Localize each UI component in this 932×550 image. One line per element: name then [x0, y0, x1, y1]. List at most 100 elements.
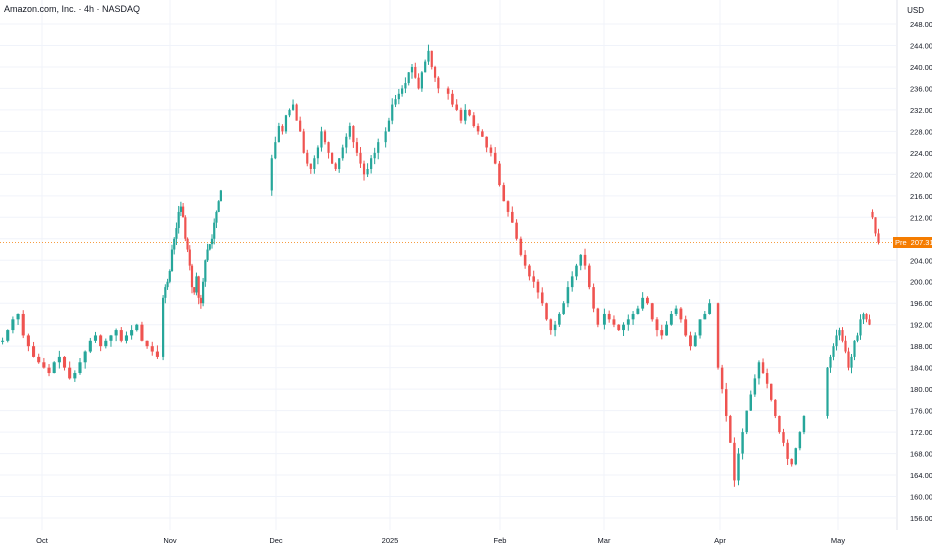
candle-body [485, 136, 488, 148]
candle-body [689, 335, 692, 347]
candle-body [786, 442, 789, 459]
candle-body [366, 168, 369, 175]
candle-body [862, 313, 865, 320]
candle-body [826, 367, 829, 416]
candle-body [417, 77, 420, 89]
candle-body [197, 276, 200, 298]
candle-body [790, 458, 793, 465]
candle-body [88, 340, 92, 352]
y-tick-label: 224.00 [910, 149, 932, 158]
candle-body [745, 410, 748, 433]
candle-body [164, 287, 167, 298]
y-tick-label: 236.00 [910, 84, 932, 93]
candle-body [626, 319, 630, 325]
candle-body [206, 249, 209, 261]
candle-body [540, 292, 544, 304]
candle-body [359, 152, 362, 164]
candle-body [387, 120, 391, 132]
candle-body [26, 335, 30, 347]
candle-body [794, 448, 797, 465]
candle-body [62, 356, 67, 368]
candle-body [124, 335, 128, 341]
candle-body [437, 77, 440, 89]
candle-body [362, 163, 366, 175]
candle-body [607, 313, 611, 320]
candle-body [476, 126, 480, 132]
candle-body [414, 66, 417, 78]
candle-body [83, 351, 87, 363]
candle-body [829, 356, 832, 368]
candle-body [545, 303, 548, 320]
y-tick-label: 248.00 [910, 20, 932, 29]
candle-body [693, 335, 697, 347]
candle-body [11, 319, 15, 331]
candle-body [562, 303, 565, 314]
price-axis[interactable]: 156.00 160.00 164.00 168.00 172.00 176.00 180.… [910, 20, 932, 523]
candle-body [338, 158, 341, 169]
candle-body [617, 324, 621, 331]
candle-body [394, 99, 397, 105]
candle-body [135, 324, 139, 331]
time-axis[interactable]: Oct Nov Dec 2025 Feb Mar Apr May [36, 536, 845, 545]
candle-body [295, 104, 298, 121]
y-tick-label: 228.00 [910, 127, 932, 136]
y-tick-label: 156.00 [910, 514, 932, 523]
candle-body [150, 346, 154, 352]
candle-body [782, 432, 785, 443]
candle-body [660, 330, 664, 336]
candle-body [481, 131, 484, 137]
candle-body [622, 324, 625, 331]
candle-body [109, 335, 113, 341]
candle-body [170, 249, 174, 271]
candle-body [498, 163, 501, 186]
candle-body [155, 351, 159, 357]
y-tick-label: 164.00 [910, 471, 932, 480]
candle-body [177, 211, 180, 229]
candle-body [844, 340, 847, 352]
candle-body [341, 147, 344, 159]
candle-body [330, 152, 334, 164]
candle-body [270, 158, 273, 191]
x-tick-label: Mar [598, 536, 611, 545]
candle-body [853, 340, 856, 357]
candle-body [306, 152, 309, 164]
chart-grid [0, 0, 896, 530]
y-tick-label: 160.00 [910, 493, 932, 502]
candle-body [703, 313, 707, 320]
candle-body [424, 61, 427, 73]
candle-body [655, 319, 659, 331]
candle-body [523, 254, 527, 266]
candle-body [841, 330, 844, 341]
candle-body [320, 131, 323, 148]
candlestick-series [1, 44, 880, 487]
candle-body [195, 276, 198, 293]
candle-body [173, 238, 176, 250]
candle-body [761, 362, 765, 374]
candle-body [798, 432, 802, 449]
candle-body [859, 319, 862, 336]
candle-body [309, 163, 312, 169]
x-tick-label: Dec [269, 536, 283, 545]
y-tick-label: 196.00 [910, 299, 932, 308]
candle-body [274, 142, 277, 159]
candle-body [737, 453, 740, 481]
candle-body [166, 281, 169, 288]
candle-body [665, 324, 668, 336]
y-tick-label: 244.00 [910, 41, 932, 50]
candle-body [749, 394, 752, 411]
candle-body [430, 50, 433, 67]
candle-body [182, 206, 185, 218]
candle-body [68, 367, 72, 379]
candle-body [553, 324, 557, 331]
candle-body [579, 254, 583, 266]
x-tick-label: Nov [163, 536, 177, 545]
candle-body [377, 142, 380, 153]
candle-body [596, 308, 600, 325]
candle-body [832, 346, 835, 357]
y-tick-label: 184.00 [910, 364, 932, 373]
candle-body [420, 72, 423, 89]
candle-body [674, 308, 678, 314]
candle-body [355, 142, 359, 153]
candle-body [217, 201, 220, 212]
